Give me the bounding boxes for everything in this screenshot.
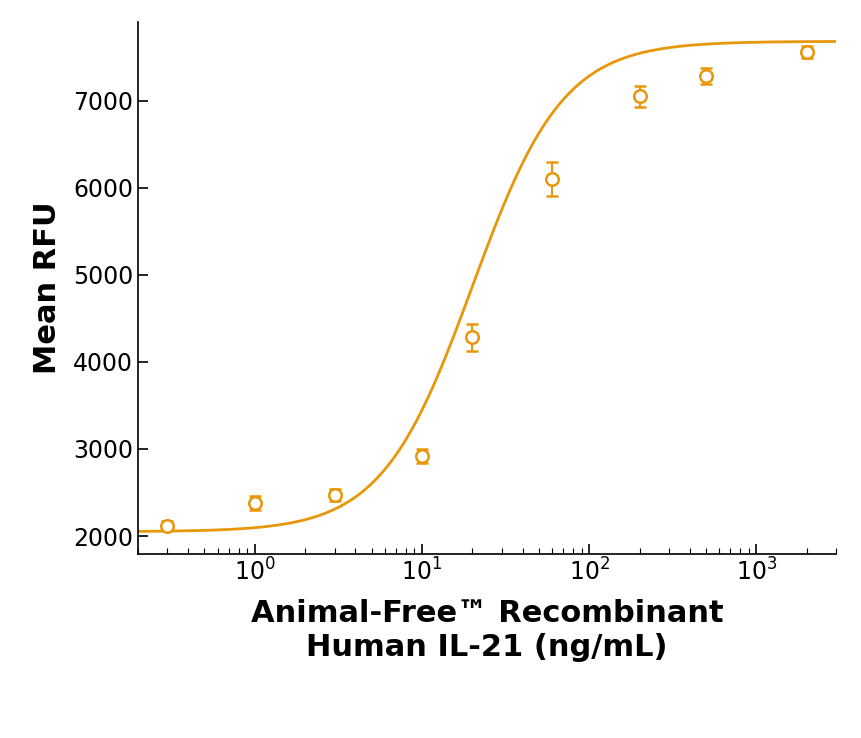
X-axis label: Animal-Free™ Recombinant
Human IL-21 (ng/mL): Animal-Free™ Recombinant Human IL-21 (ng… [251, 599, 722, 662]
Y-axis label: Mean RFU: Mean RFU [33, 201, 62, 374]
